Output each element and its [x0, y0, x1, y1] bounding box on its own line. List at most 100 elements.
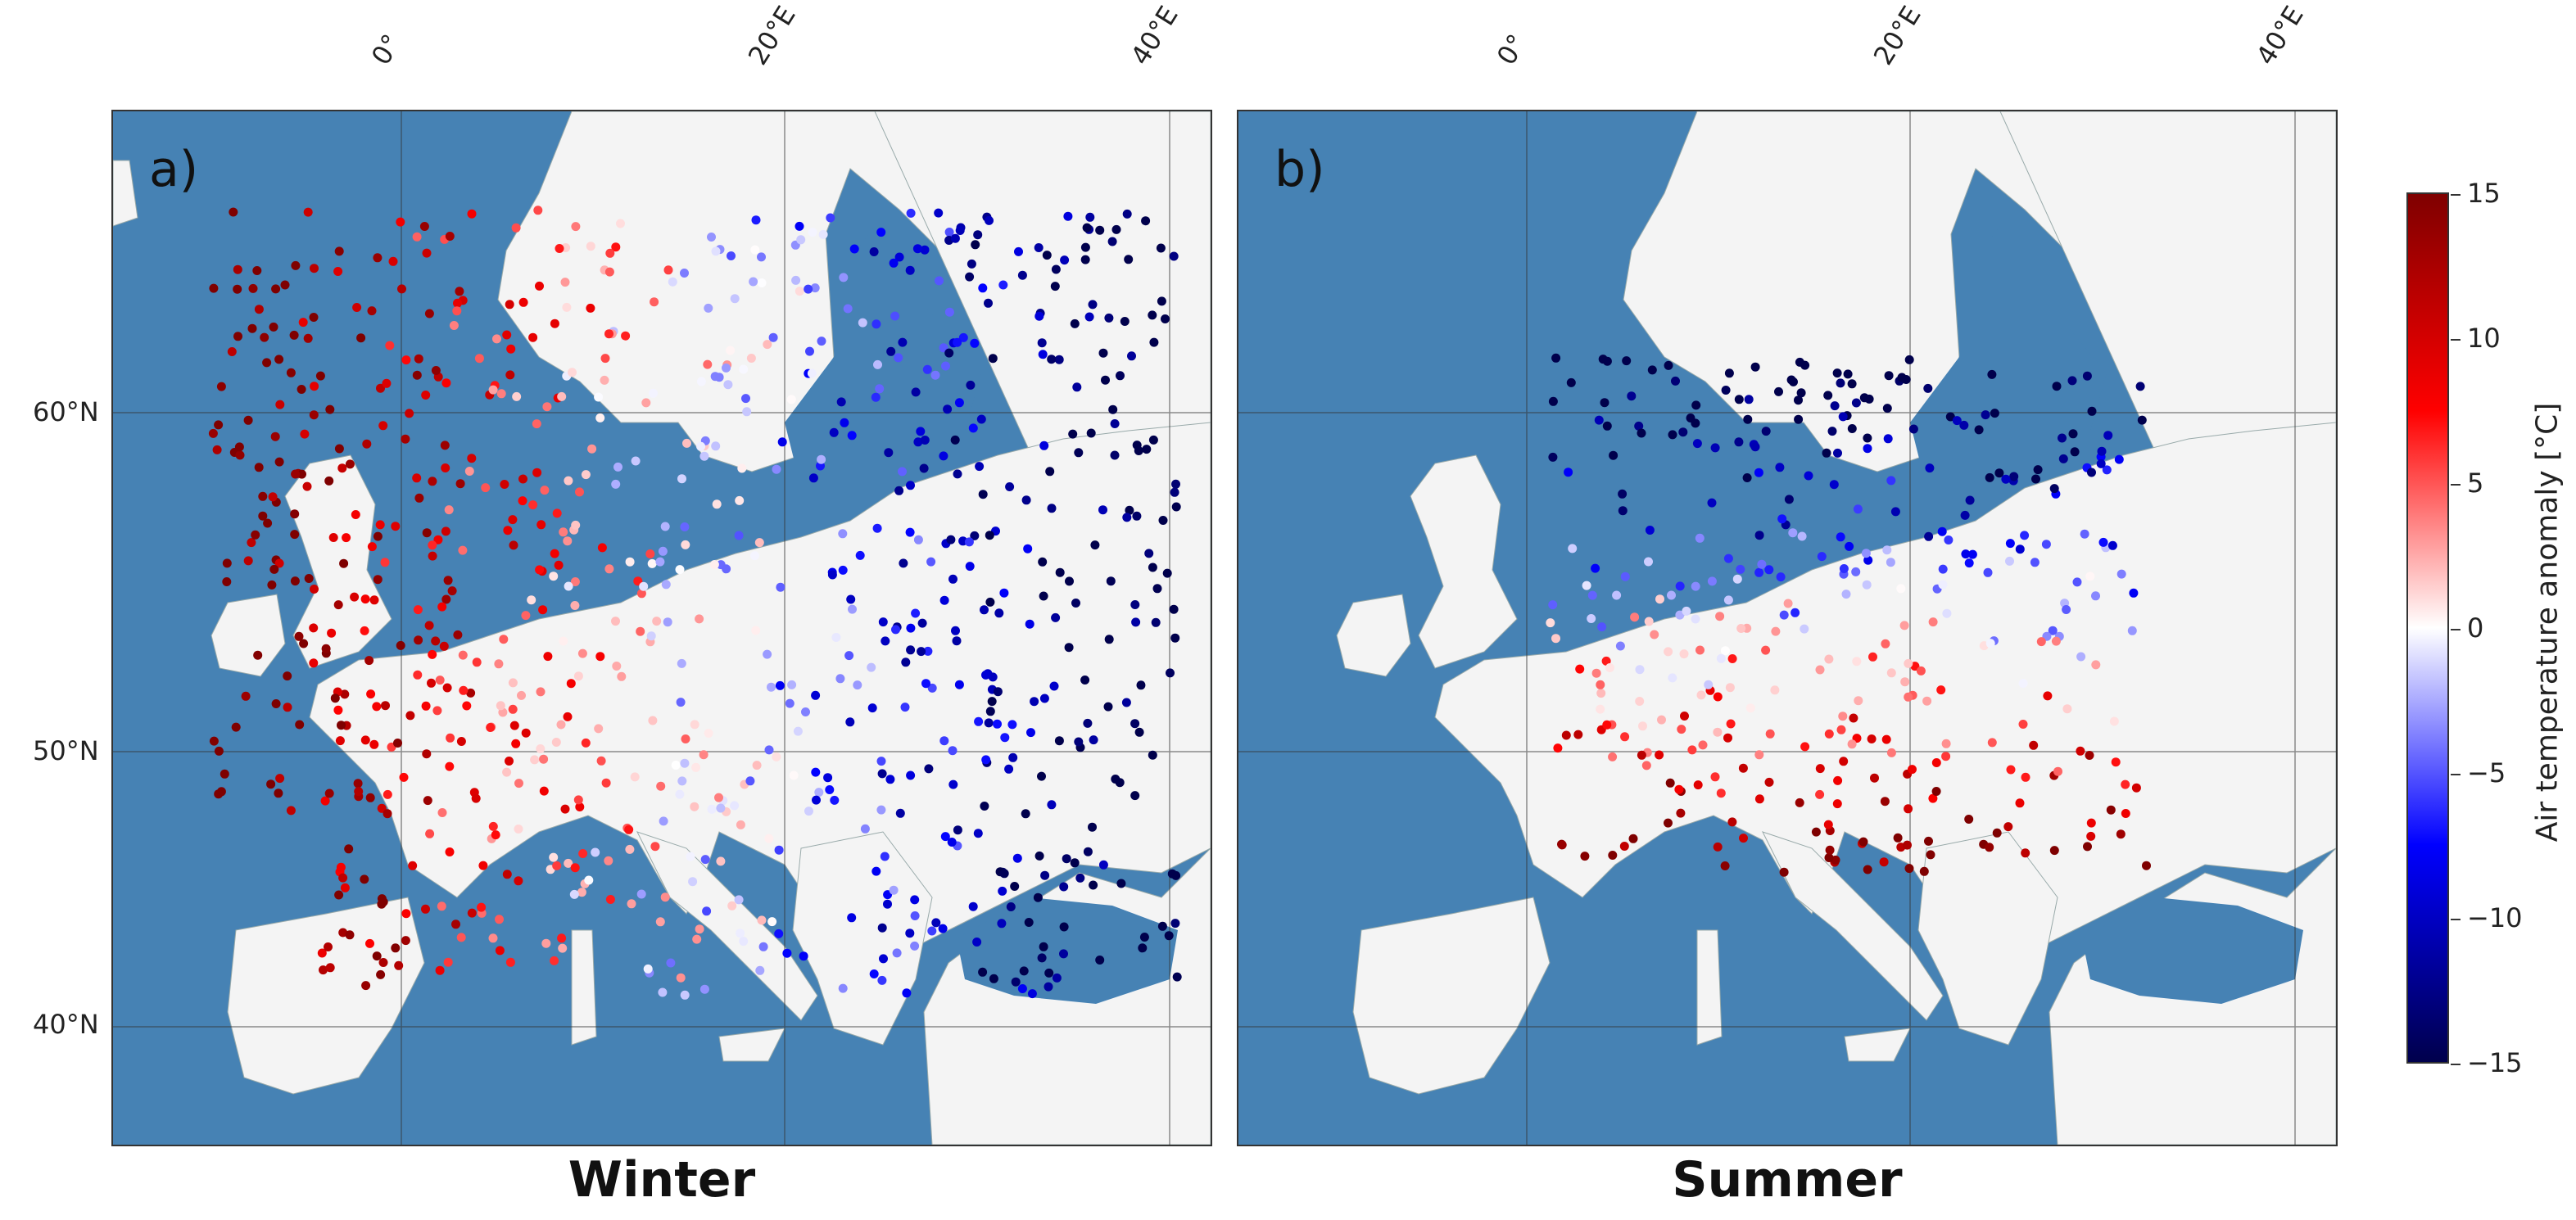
station-dot — [1551, 634, 1560, 644]
station-dot — [699, 984, 709, 994]
station-dot — [381, 701, 390, 711]
station-dot — [1754, 750, 1764, 760]
station-dot — [1021, 809, 1030, 819]
station-dot — [1059, 922, 1069, 932]
station-dot — [581, 738, 591, 748]
station-dot — [258, 511, 268, 521]
station-dot — [1734, 395, 1744, 404]
station-dot — [1843, 369, 1853, 379]
station-dot — [555, 244, 564, 253]
station-dot — [2043, 691, 2053, 701]
station-dot — [1070, 319, 1080, 328]
station-dot — [730, 801, 740, 811]
station-dot — [875, 384, 885, 394]
station-dot — [906, 623, 916, 633]
station-dot — [1757, 559, 1767, 569]
station-dot — [927, 926, 937, 936]
station-dot — [823, 773, 833, 783]
station-dot — [1847, 424, 1857, 433]
station-dot — [1601, 656, 1611, 666]
station-dot — [1628, 834, 1638, 843]
station-dot — [965, 562, 975, 572]
station-dot — [726, 346, 736, 355]
station-dot — [421, 701, 431, 711]
station-dot — [1141, 216, 1151, 226]
station-dot — [1964, 558, 1974, 568]
station-dot — [910, 941, 920, 951]
station-dot — [616, 219, 625, 228]
station-dot — [663, 265, 673, 275]
station-dot — [396, 217, 405, 227]
station-dot — [481, 483, 491, 493]
station-dot — [2135, 382, 2145, 391]
station-dot — [890, 311, 900, 321]
station-dot — [1121, 698, 1131, 707]
station-dot — [360, 735, 370, 745]
station-dot — [594, 724, 604, 734]
station-dot — [394, 960, 404, 970]
station-dot — [570, 863, 580, 873]
station-dot — [500, 480, 509, 489]
station-dot — [342, 533, 351, 543]
station-dot — [280, 280, 290, 290]
station-dot — [1815, 665, 1825, 675]
lon-tick-label: 0° — [364, 29, 408, 70]
station-dot — [2021, 848, 2030, 858]
station-dot — [968, 901, 978, 911]
station-dot — [954, 398, 964, 408]
station-dot — [604, 267, 614, 277]
station-dot — [1676, 808, 1686, 818]
station-dot — [452, 306, 462, 316]
station-dot — [844, 651, 854, 661]
station-dot — [1990, 409, 1999, 418]
station-dot — [1823, 391, 1833, 400]
station-dot — [1618, 506, 1628, 516]
station-dot — [839, 273, 849, 282]
station-dot — [1047, 800, 1057, 810]
station-dot — [1047, 504, 1057, 513]
station-dot — [1170, 633, 1180, 643]
station-dot — [811, 767, 821, 777]
station-dot — [946, 535, 956, 544]
station-dot — [229, 207, 238, 217]
station-dot — [549, 852, 559, 862]
station-dot — [805, 346, 814, 356]
station-dot — [2067, 376, 2077, 386]
station-dot — [829, 427, 839, 437]
station-dot — [1682, 606, 1691, 616]
station-dot — [1776, 572, 1786, 582]
station-dot — [1764, 565, 1774, 575]
station-dot — [260, 332, 269, 342]
station-dot — [686, 852, 695, 861]
station-dot — [1139, 933, 1149, 942]
station-dot — [1602, 720, 1612, 730]
map-summer — [1238, 111, 2336, 1145]
station-dot — [528, 500, 538, 510]
station-dot — [373, 575, 383, 585]
station-dot — [989, 974, 998, 983]
station-dot — [467, 209, 477, 219]
station-dot — [993, 719, 1002, 729]
station-dot — [782, 948, 792, 958]
station-dot — [521, 611, 531, 621]
station-dot — [443, 957, 453, 967]
station-dot — [508, 704, 518, 714]
station-dot — [988, 672, 998, 682]
station-dot — [601, 778, 611, 788]
station-dot — [458, 545, 468, 555]
station-dot — [539, 754, 549, 764]
season-title: Winter — [568, 1151, 756, 1209]
station-dot — [1863, 555, 1873, 565]
station-dot — [1060, 255, 1070, 265]
station-dot — [325, 963, 335, 973]
station-dot — [1634, 421, 1644, 431]
station-dot — [777, 437, 787, 447]
station-dot — [1886, 476, 1896, 486]
station-dot — [796, 235, 806, 245]
station-dot — [2029, 740, 2039, 750]
station-dot — [2018, 720, 2028, 729]
station-dot — [734, 895, 744, 905]
station-dot — [1847, 739, 1857, 749]
station-dot — [1116, 371, 1125, 381]
station-dot — [2068, 429, 2078, 439]
